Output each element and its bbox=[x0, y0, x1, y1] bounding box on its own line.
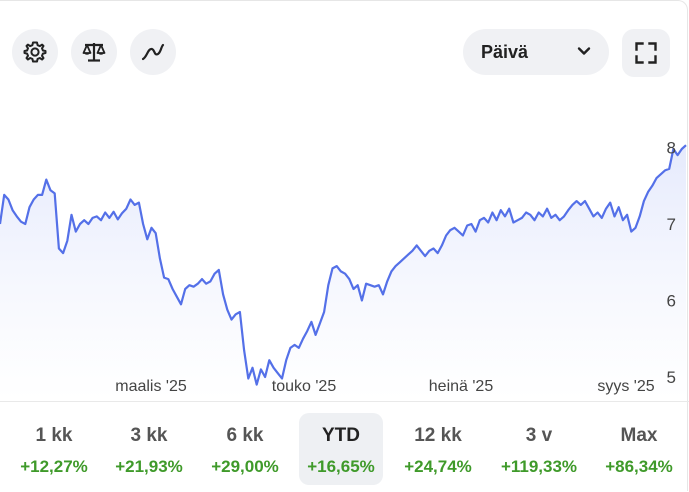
range-label: 12 kk bbox=[414, 425, 462, 446]
range-max[interactable]: Max +86,34% bbox=[597, 413, 681, 485]
line-chart-icon bbox=[141, 43, 165, 61]
scale-balance-icon bbox=[82, 43, 106, 62]
divider bbox=[0, 401, 689, 402]
range-3-kk[interactable]: 3 kk +21,93% bbox=[107, 413, 191, 485]
period-select[interactable]: Päivä bbox=[463, 29, 609, 75]
fullscreen-button[interactable] bbox=[622, 29, 670, 77]
settings-button[interactable] bbox=[12, 29, 58, 75]
range-ytd[interactable]: YTD +16,65% bbox=[299, 413, 383, 485]
price-chart[interactable]: 5 6 7 8 maalis '25 touko '25 heinä '25 syys '2… bbox=[0, 100, 689, 400]
y-tick-label: 7 bbox=[667, 215, 676, 234]
range-label: Max bbox=[620, 425, 658, 446]
range-1-kk[interactable]: 1 kk +12,27% bbox=[12, 413, 96, 485]
x-tick-label: heinä '25 bbox=[429, 378, 494, 395]
y-tick-label: 5 bbox=[667, 368, 676, 387]
range-label: 1 kk bbox=[35, 425, 73, 446]
range-change: +119,33% bbox=[500, 457, 578, 476]
range-change: +21,93% bbox=[115, 457, 183, 476]
range-label: 3 v bbox=[525, 425, 553, 446]
range-label: 3 kk bbox=[130, 425, 168, 446]
x-tick-label: syys '25 bbox=[597, 378, 654, 395]
range-6-kk[interactable]: 6 kk +29,00% bbox=[203, 413, 287, 485]
range-selector: 1 kk +12,27% 3 kk +21,93% 6 kk +29,00% YTD +16,… bbox=[0, 413, 689, 485]
chart-type-button[interactable] bbox=[130, 29, 176, 75]
compare-button[interactable] bbox=[71, 29, 117, 75]
range-change: +16,65% bbox=[307, 457, 375, 476]
period-select-value: Päivä bbox=[481, 41, 529, 62]
fullscreen-icon bbox=[635, 42, 657, 64]
price-line bbox=[0, 144, 687, 386]
x-tick-label: maalis '25 bbox=[115, 378, 187, 395]
range-change: +86,34% bbox=[605, 457, 673, 476]
range-change: +24,74% bbox=[404, 457, 472, 476]
range-change: +12,27% bbox=[20, 457, 88, 476]
chevron-down-icon bbox=[577, 47, 591, 55]
y-tick-label: 8 bbox=[667, 139, 676, 158]
x-tick-label: touko '25 bbox=[272, 378, 337, 395]
range-12-kk[interactable]: 12 kk +24,74% bbox=[396, 413, 480, 485]
chart-toolbar: Päivä bbox=[0, 0, 689, 100]
range-change: +29,00% bbox=[211, 457, 279, 476]
gear-icon bbox=[23, 41, 47, 63]
range-label: YTD bbox=[322, 425, 360, 446]
range-label: 6 kk bbox=[226, 425, 264, 446]
y-tick-label: 6 bbox=[667, 292, 676, 311]
range-3-v[interactable]: 3 v +119,33% bbox=[497, 413, 581, 485]
